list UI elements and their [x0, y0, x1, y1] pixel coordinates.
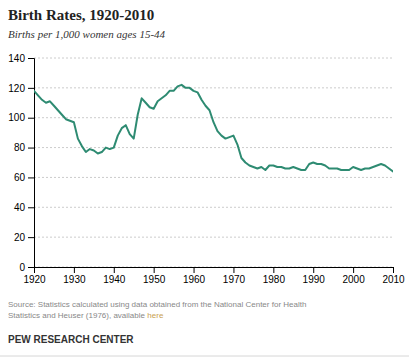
tick-label: 20 [14, 232, 26, 243]
tick-mark [154, 267, 155, 273]
tick-mark [28, 148, 34, 149]
x-tick: 2000 [342, 267, 365, 285]
tick-mark [28, 267, 34, 268]
footer: PEW RESEARCH CENTER [8, 334, 134, 345]
x-tick: 2010 [382, 267, 405, 285]
y-tick: 120 [8, 83, 34, 94]
y-tick: 0 [19, 262, 34, 273]
tick-mark [353, 267, 354, 273]
tick-mark [74, 267, 75, 273]
tick-label: 1940 [103, 274, 126, 285]
tick-label: 0 [19, 262, 25, 273]
tick-label: 2010 [382, 274, 405, 285]
source: Statistics and Heuser (1976), available [8, 311, 146, 320]
grid-line [34, 207, 393, 208]
x-tick: 1920 [23, 267, 46, 285]
x-tick: 1940 [103, 267, 126, 285]
x-tick: 1970 [223, 267, 246, 285]
tick-mark [28, 58, 34, 59]
tick-label: 1920 [23, 274, 46, 285]
grid-line [34, 117, 393, 118]
x-tick: 1960 [183, 267, 206, 285]
x-tick: 1950 [143, 267, 166, 285]
tick-mark [28, 237, 34, 238]
tick-mark [313, 267, 314, 273]
tick-label: 60 [14, 172, 26, 183]
tick-label: 120 [8, 83, 25, 94]
y-tick: 140 [8, 53, 34, 64]
title: Birth Rates, 1920-2010 [8, 7, 154, 23]
x-tick: 1980 [263, 267, 286, 285]
grid-line [34, 87, 393, 88]
marks [34, 85, 393, 172]
separator [0, 356, 409, 357]
x-tick: 1930 [63, 267, 86, 285]
grid-line [34, 58, 393, 59]
tick-label: 1950 [143, 274, 166, 285]
grid-line [34, 177, 393, 178]
subtitle: Births per 1,000 women ages 15-44 [8, 28, 166, 40]
tick-label: 140 [8, 53, 25, 64]
tick-label: 1970 [223, 274, 246, 285]
grid [34, 58, 393, 267]
x-tick: 1990 [303, 267, 326, 285]
y-tick: 80 [14, 142, 34, 153]
tick-label: 100 [8, 112, 25, 123]
chart: Birth Rates, 1920-2010 Births per 1,000 w… [0, 0, 409, 362]
tick-mark [28, 207, 34, 208]
y-tick: 60 [14, 172, 34, 183]
source-link[interactable]: here [147, 311, 164, 320]
tick-label: 40 [14, 202, 26, 213]
tick-mark [28, 88, 34, 89]
axis-line [28, 59, 35, 268]
tick-mark [28, 118, 34, 119]
tick-mark [393, 267, 394, 273]
tick-label: 1930 [63, 274, 86, 285]
tick-mark [28, 177, 34, 178]
tick-mark [114, 267, 115, 273]
tick-mark [273, 267, 274, 273]
grid-line [34, 237, 393, 238]
line [34, 85, 393, 172]
x-axis: 1920 1930 1940 1950 1960 1970 1980 1990 2000 2010 [23, 267, 405, 285]
grid-line [34, 147, 393, 148]
tick-label: 1980 [263, 274, 286, 285]
source: Source: Statistics calculated using data… [8, 300, 306, 309]
y-tick: 100 [8, 112, 34, 123]
y-tick: 20 [14, 232, 34, 243]
y-axis: 0 20 40 60 80 100 120 140 [8, 53, 34, 273]
tick-mark [194, 267, 195, 273]
y-tick: 40 [14, 202, 34, 213]
plot: 1920193019401950196019701980199020002010… [8, 53, 405, 285]
tick-label: 2000 [342, 274, 365, 285]
tick-label: 80 [14, 142, 26, 153]
tick-label: 1960 [183, 274, 206, 285]
tick-label: 1990 [303, 274, 326, 285]
tick-mark [233, 267, 234, 273]
axis-line [35, 268, 394, 274]
